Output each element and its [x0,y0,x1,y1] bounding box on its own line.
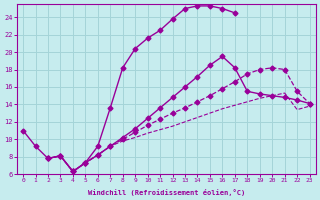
X-axis label: Windchill (Refroidissement éolien,°C): Windchill (Refroidissement éolien,°C) [88,189,245,196]
